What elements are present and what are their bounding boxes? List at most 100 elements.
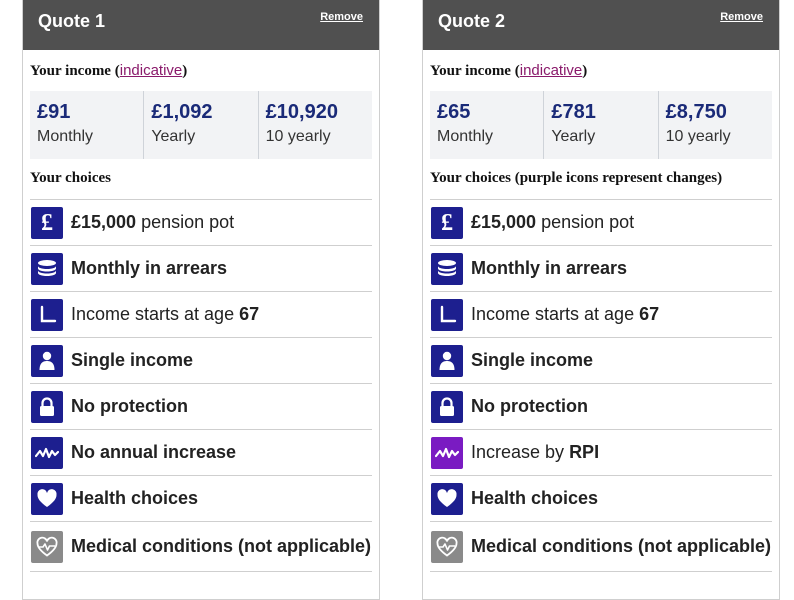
person-icon xyxy=(431,344,463,377)
choice-label: Health choices xyxy=(71,488,198,509)
coins-icon xyxy=(31,252,63,285)
choice-label: No protection xyxy=(71,396,188,417)
choice-label: No protection xyxy=(471,396,588,417)
income-10-yearly: £10,920 10 yearly xyxy=(257,91,372,159)
pound-icon: £ xyxy=(31,206,63,239)
choice-item: £ £15,000 pension pot xyxy=(30,200,372,246)
choice-label-text: Income starts at age xyxy=(71,304,240,324)
choice-label-text: pension pot xyxy=(136,212,235,232)
choice-label: Income starts at age 67 xyxy=(71,304,259,325)
pound-icon: £ xyxy=(431,206,463,239)
income-period: 10 yearly xyxy=(265,128,331,145)
income-period: Yearly xyxy=(551,128,596,145)
person-icon xyxy=(31,344,63,377)
choice-label-bold: Monthly in arrears xyxy=(71,258,228,278)
income-monthly: £65 Monthly xyxy=(430,91,543,159)
quote-card-1: Quote 1 Remove Your income (indicative) … xyxy=(22,0,380,600)
income-amount: £8,750 xyxy=(665,101,727,123)
choice-item: Medical conditions (not applicable) xyxy=(30,522,372,572)
choice-label-bold: No protection xyxy=(471,396,588,416)
choice-label: Medical conditions (not applicable) xyxy=(471,536,771,557)
choice-label-bold: 67 xyxy=(239,304,260,324)
choice-label: Health choices xyxy=(471,488,598,509)
choice-label-bold: £15,000 xyxy=(71,212,137,232)
clock-icon xyxy=(31,298,63,331)
choice-label-bold: Monthly in arrears xyxy=(471,258,628,278)
income-amount: £91 xyxy=(37,101,71,123)
choice-label: Medical conditions (not applicable) xyxy=(71,536,371,557)
choice-item: No protection xyxy=(430,384,772,430)
income-yearly: £1,092 Yearly xyxy=(143,91,257,159)
income-yearly: £781 Yearly xyxy=(543,91,657,159)
income-period: Yearly xyxy=(151,128,196,145)
choice-item: Health choices xyxy=(430,476,772,522)
medical-heart-icon xyxy=(31,530,63,563)
income-summary: £91 Monthly £1,092 Yearly £10,920 10 yea… xyxy=(30,91,372,159)
income-amount: £10,920 xyxy=(265,101,338,123)
zigzag-icon xyxy=(431,436,463,469)
lock-icon xyxy=(31,390,63,423)
lock-icon xyxy=(431,390,463,423)
choice-label: Increase by RPI xyxy=(471,442,599,463)
choice-label-bold: Medical conditions (not applicable) xyxy=(471,536,772,556)
heart-icon xyxy=(431,482,463,515)
medical-heart-icon xyxy=(431,530,463,563)
remove-link[interactable]: Remove xyxy=(320,11,363,23)
choice-label-bold: No annual increase xyxy=(71,442,237,462)
choice-label: Single income xyxy=(71,350,193,371)
choice-label: Monthly in arrears xyxy=(471,258,627,279)
choice-label-text: Increase by xyxy=(471,442,570,462)
income-monthly: £91 Monthly xyxy=(30,91,143,159)
indicative-link[interactable]: indicative xyxy=(119,62,183,79)
clock-icon xyxy=(431,298,463,331)
quote-header: Quote 1 Remove xyxy=(23,0,379,50)
choice-item: Increase by RPI xyxy=(430,430,772,476)
quote-title: Quote 2 xyxy=(438,11,506,31)
choices-heading: Your choices (purple icons represent cha… xyxy=(430,170,723,186)
quote-card-2: Quote 2 Remove Your income (indicative) … xyxy=(422,0,780,600)
income-summary: £65 Monthly £781 Yearly £8,750 10 yearly xyxy=(430,91,772,159)
choice-item: Income starts at age 67 xyxy=(30,292,372,338)
choice-item: No protection xyxy=(30,384,372,430)
income-heading: Your income (indicative) xyxy=(430,62,588,79)
choice-item: Medical conditions (not applicable) xyxy=(430,522,772,572)
income-amount: £1,092 xyxy=(151,101,213,123)
income-amount: £65 xyxy=(437,101,471,123)
choices-heading: Your choices xyxy=(30,170,111,186)
indicative-link[interactable]: indicative xyxy=(519,62,583,79)
choice-label: Monthly in arrears xyxy=(71,258,227,279)
choice-label: £15,000 pension pot xyxy=(471,212,634,233)
coins-icon xyxy=(431,252,463,285)
income-heading: Your income (indicative) xyxy=(30,62,188,79)
choice-label: Single income xyxy=(471,350,593,371)
choice-label: £15,000 pension pot xyxy=(71,212,234,233)
choice-item: Income starts at age 67 xyxy=(430,292,772,338)
choice-label-bold: RPI xyxy=(569,442,600,462)
choices-list: £ £15,000 pension pot Monthly in arrears In… xyxy=(430,199,772,572)
choice-item: Single income xyxy=(30,338,372,384)
quote-header: Quote 2 Remove xyxy=(423,0,779,50)
remove-link[interactable]: Remove xyxy=(720,11,763,23)
choice-item: Monthly in arrears xyxy=(430,246,772,292)
choices-list: £ £15,000 pension pot Monthly in arrears In… xyxy=(30,199,372,572)
income-10-yearly: £8,750 10 yearly xyxy=(657,91,772,159)
choice-label-bold: Single income xyxy=(71,350,194,370)
choice-label-bold: £15,000 xyxy=(471,212,537,232)
choice-item: Health choices xyxy=(30,476,372,522)
zigzag-icon xyxy=(31,436,63,469)
income-period: Monthly xyxy=(437,128,494,145)
choice-item: £ £15,000 pension pot xyxy=(430,200,772,246)
heart-icon xyxy=(31,482,63,515)
choice-label-bold: 67 xyxy=(639,304,660,324)
choice-item: Single income xyxy=(430,338,772,384)
choice-label: Income starts at age 67 xyxy=(471,304,659,325)
choice-label-bold: Health choices xyxy=(471,488,599,508)
income-period: 10 yearly xyxy=(665,128,731,145)
income-period: Monthly xyxy=(37,128,94,145)
choice-label-bold: Medical conditions (not applicable) xyxy=(71,536,372,556)
quote-title: Quote 1 xyxy=(38,11,106,31)
choice-label-text: Income starts at age xyxy=(471,304,640,324)
choice-label-bold: No protection xyxy=(71,396,188,416)
choice-item: No annual increase xyxy=(30,430,372,476)
choice-item: Monthly in arrears xyxy=(30,246,372,292)
